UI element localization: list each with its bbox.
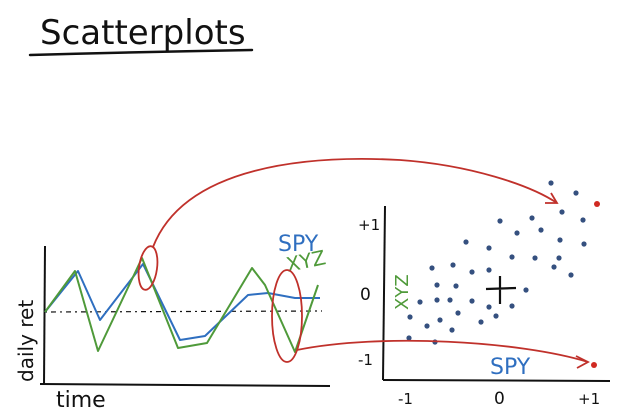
scatter-x-axis [382,379,611,382]
scatter-point [523,287,529,293]
scatter-point [453,283,459,289]
scatter-point [557,237,563,243]
page-title: Scatterplots [40,13,246,53]
legend-spy: SPY [278,232,319,257]
y-tick-minus1: -1 [358,351,373,369]
scatter-points [406,180,587,345]
scatter-point [573,190,579,196]
scatter-point [407,314,413,320]
highlight-circle-peak [137,245,159,291]
timeseries-x-axis [39,383,331,387]
scatter-point [450,262,456,268]
scatter-point [434,297,440,303]
scatter-point [469,298,475,304]
scatter-point [463,239,469,245]
scatter-point [447,297,453,303]
arrow-peak-to-point [152,158,558,248]
scatter-point [559,209,565,215]
scatter-point [581,241,587,247]
scatter-y-axis [382,205,386,381]
scatter-point [417,299,423,305]
scatter-point [449,327,455,333]
arrowhead-peak [545,192,559,204]
xyz-series-line [44,257,319,353]
scatter-point [429,265,435,271]
origin-cross [485,276,517,304]
scatter-panel: +1 0 -1 -1 0 +1 XYZ SPY [358,180,611,409]
scatter-point [493,313,499,319]
scatter-point [424,323,430,329]
title-underline [28,48,254,57]
scatter-point [406,335,412,341]
arrowhead-trough [575,355,590,369]
scatter-point [509,254,515,260]
zero-baseline [44,310,323,313]
scatter-point [580,217,586,223]
scatter-point [514,230,520,236]
scatter-point [529,215,535,221]
scatter-ylabel: XYZ [392,274,413,310]
x-tick-0: 0 [494,389,505,409]
mapping-annotations [137,158,590,369]
scatter-point [478,319,484,325]
scatter-point [509,303,515,309]
scatter-point [486,245,492,251]
scatter-point [568,272,574,278]
highlight-circle-trough [271,269,303,363]
timeseries-panel: daily ret time SPY XYZ [14,232,331,413]
scatter-point [532,255,538,261]
scatter-point [556,255,562,261]
scatter-point [538,227,544,233]
highlight-point-top [594,201,600,207]
scatter-point [455,310,461,316]
arrow-trough-to-point [296,339,589,363]
timeseries-xlabel: time [56,388,106,413]
scatter-point [497,218,503,224]
scatter-point [551,264,557,270]
scatter-point [434,282,440,288]
timeseries-ylabel: daily ret [14,300,38,382]
x-tick-plus1: +1 [578,390,600,408]
scatter-point [486,304,492,310]
y-tick-0: 0 [360,285,371,305]
timeseries-y-axis [43,245,46,386]
x-tick-minus1: -1 [398,390,413,408]
y-tick-plus1: +1 [358,216,380,234]
scatter-point [486,267,492,273]
highlight-point-bottom [591,362,597,368]
scatter-point [469,269,475,275]
spy-series-line [44,263,320,341]
scatter-point [437,317,443,323]
scatter-point [548,180,554,186]
scatter-xlabel: SPY [490,355,531,380]
